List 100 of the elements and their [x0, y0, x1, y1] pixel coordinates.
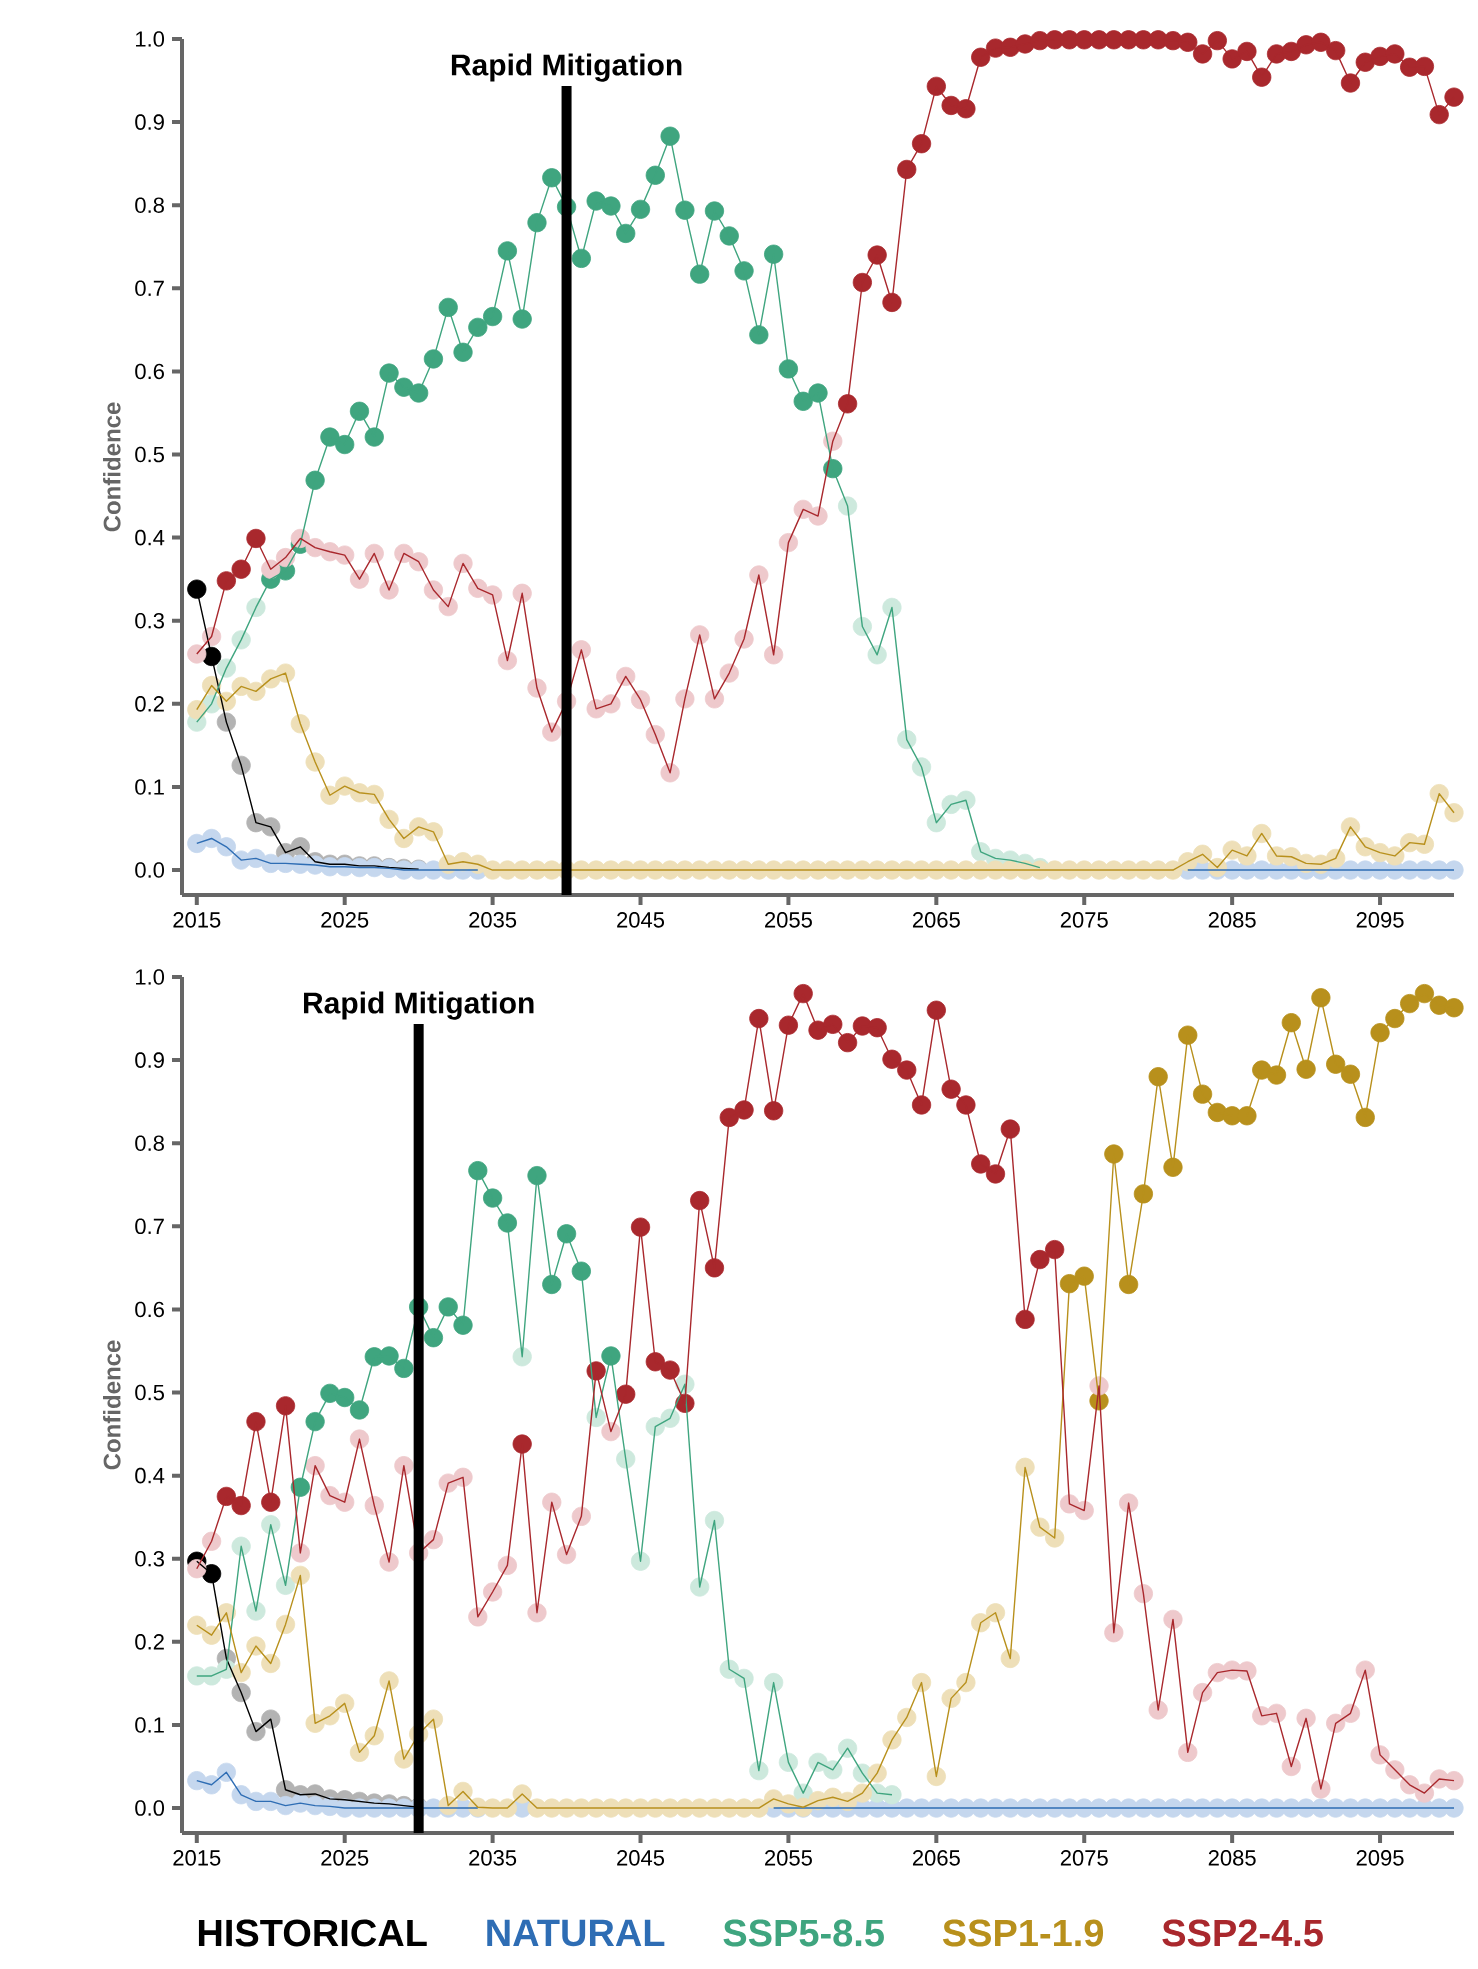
point — [527, 1166, 547, 1186]
y-tick-label: 0.5 — [135, 1384, 164, 1401]
point — [793, 391, 813, 411]
y-tick-label: 0.4 — [135, 529, 165, 546]
text: SSP5-8.5 — [723, 1919, 884, 1947]
point — [897, 729, 917, 750]
point — [601, 1346, 621, 1366]
y-tick-label: 0.2 — [135, 696, 164, 712]
y-tick-label: 0.7 — [135, 1218, 164, 1235]
y-tick-label: 0.0 — [135, 1800, 165, 1816]
point — [601, 196, 621, 216]
point — [409, 383, 429, 403]
y-tick-label: 0.8 — [135, 197, 164, 213]
x-tick-label: 2065 — [912, 1850, 960, 1866]
point — [616, 1449, 636, 1469]
point — [749, 1761, 769, 1781]
point — [497, 1213, 517, 1233]
point — [675, 200, 695, 220]
point — [438, 1297, 458, 1317]
point — [187, 579, 207, 599]
x-tick-label: 2025 — [321, 912, 369, 928]
point — [305, 1412, 325, 1432]
y-tick-label: 0.8 — [135, 1135, 164, 1151]
point — [660, 126, 680, 146]
point — [379, 1346, 399, 1366]
x-tick-label: 2025 — [321, 1850, 369, 1866]
ref-line-label: Rapid Mitigation — [451, 53, 682, 82]
point — [453, 342, 473, 362]
point — [571, 1261, 591, 1281]
point — [512, 1347, 532, 1367]
point — [542, 1274, 562, 1295]
point — [778, 1752, 799, 1772]
x-tick-label: 2055 — [765, 912, 812, 928]
point — [305, 470, 325, 490]
point — [261, 1515, 281, 1535]
y-tick-label: 0.9 — [135, 1052, 164, 1068]
point — [335, 434, 355, 455]
y-tick-label: 0.1 — [135, 779, 164, 795]
point — [690, 264, 710, 284]
y-tick-label: 0.5 — [135, 446, 164, 463]
y-tick-label: 0.6 — [135, 363, 164, 380]
y-axis-title: Confidence — [103, 402, 121, 532]
y-tick-label: 0.9 — [135, 114, 164, 130]
point — [764, 244, 784, 264]
point — [483, 306, 503, 327]
point — [231, 630, 251, 650]
point — [542, 168, 562, 188]
x-tick-label: 2035 — [469, 1850, 517, 1866]
point — [556, 1224, 577, 1244]
x-tick-label: 2015 — [173, 1850, 221, 1866]
x-tick-label: 2035 — [469, 912, 517, 928]
y-tick-label: 0.7 — [135, 280, 164, 297]
point — [349, 1400, 370, 1420]
x-tick-label: 2075 — [1060, 1850, 1108, 1866]
point — [956, 790, 976, 810]
x-tick-label: 2075 — [1060, 912, 1108, 928]
point — [1444, 860, 1464, 880]
point — [468, 317, 488, 337]
point — [837, 496, 858, 516]
point — [527, 213, 547, 233]
ref-line-label: Rapid Mitigation — [304, 991, 534, 1020]
y-tick-label: 1.0 — [136, 31, 165, 47]
y-tick-label: 1.0 — [136, 969, 165, 985]
point — [690, 1577, 710, 1597]
text: SSP2-4.5 — [1162, 1919, 1323, 1947]
point — [364, 427, 384, 447]
point — [468, 1161, 488, 1181]
point — [512, 309, 532, 329]
text: SSP1-1.9 — [942, 1919, 1104, 1947]
point — [379, 363, 399, 383]
point — [704, 201, 725, 221]
x-tick-label: 2085 — [1208, 912, 1256, 928]
y-tick-label: 0.3 — [135, 1550, 164, 1567]
point — [216, 712, 236, 732]
point — [630, 1551, 651, 1571]
x-tick-label: 2065 — [912, 912, 960, 928]
point — [216, 837, 236, 857]
y-tick-label: 0.0 — [135, 862, 165, 878]
point — [808, 383, 828, 403]
x-tick-label: 2015 — [173, 912, 221, 928]
point — [823, 1760, 843, 1780]
x-tick-label: 2095 — [1356, 1850, 1404, 1866]
point — [764, 1672, 784, 1693]
point — [216, 658, 236, 678]
point — [749, 325, 769, 345]
x-tick-label: 2055 — [765, 1850, 812, 1866]
x-tick-label: 2045 — [617, 912, 665, 928]
point — [882, 597, 902, 618]
text: NATURAL — [487, 1919, 665, 1947]
point — [335, 1387, 355, 1408]
point — [882, 1785, 902, 1805]
y-tick-label: 0.6 — [135, 1301, 164, 1318]
point — [719, 226, 739, 246]
point — [778, 359, 799, 379]
point — [852, 616, 872, 637]
point — [394, 1358, 414, 1379]
point — [926, 813, 946, 833]
point — [734, 261, 754, 281]
text: HISTORICAL — [198, 1919, 427, 1947]
point — [616, 223, 636, 244]
